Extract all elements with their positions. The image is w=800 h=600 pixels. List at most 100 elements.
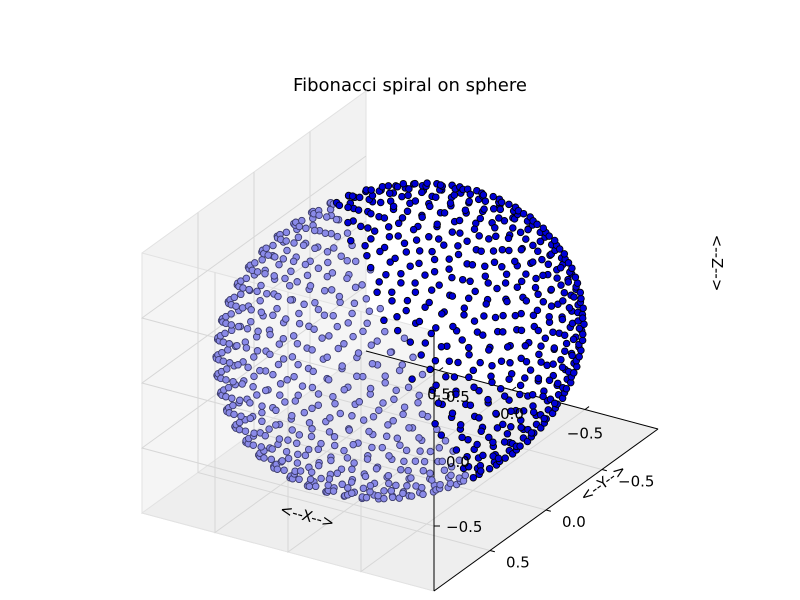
scatter-point bbox=[549, 360, 557, 368]
scatter-point bbox=[276, 380, 285, 388]
scatter-point bbox=[465, 197, 473, 206]
scatter-point bbox=[560, 331, 569, 339]
scatter-point bbox=[498, 263, 506, 271]
scatter-point bbox=[384, 223, 393, 231]
scatter-point bbox=[469, 366, 478, 375]
scatter-point bbox=[480, 312, 488, 320]
scatter-point bbox=[475, 414, 483, 422]
scatter-point bbox=[503, 430, 512, 438]
scatter-point bbox=[323, 272, 332, 281]
scatter-point bbox=[376, 247, 384, 256]
scatter-point bbox=[529, 241, 537, 250]
scatter-point bbox=[475, 232, 483, 240]
scatter-point bbox=[249, 441, 258, 449]
scatter-point bbox=[560, 250, 569, 258]
scatter-point bbox=[404, 191, 412, 200]
scatter-point bbox=[417, 351, 425, 359]
scatter-point bbox=[398, 214, 407, 222]
scatter-point bbox=[354, 206, 363, 214]
scatter-point bbox=[351, 283, 360, 292]
scatter-point bbox=[466, 401, 475, 409]
scatter-point bbox=[264, 251, 272, 259]
scatter-point bbox=[340, 446, 348, 455]
scatter-point bbox=[414, 398, 422, 407]
scatter-point bbox=[343, 274, 351, 283]
y-tick-mark bbox=[489, 550, 495, 553]
scatter-point bbox=[225, 359, 234, 367]
scatter-point bbox=[427, 329, 436, 338]
scatter-point bbox=[275, 435, 284, 443]
scatter-point bbox=[247, 317, 255, 326]
scatter-point bbox=[340, 385, 348, 394]
scatter-point bbox=[314, 390, 323, 398]
scatter-point bbox=[440, 241, 448, 249]
scatter-point bbox=[476, 358, 484, 367]
scatter-point bbox=[464, 462, 473, 471]
scatter-point bbox=[353, 372, 361, 381]
scatter-point bbox=[399, 489, 407, 498]
scatter-point bbox=[507, 423, 515, 431]
scatter-point bbox=[308, 404, 316, 413]
scatter-point bbox=[320, 311, 329, 319]
scatter-point bbox=[481, 262, 489, 271]
scatter-point bbox=[254, 327, 262, 336]
scatter-point bbox=[479, 191, 488, 199]
scatter-point bbox=[545, 232, 553, 240]
scatter-point bbox=[575, 352, 583, 361]
scatter-point bbox=[460, 311, 468, 319]
scatter-point bbox=[550, 236, 559, 245]
scatter-point bbox=[580, 320, 588, 328]
scatter-point bbox=[397, 465, 405, 474]
scatter-point bbox=[271, 253, 279, 261]
scatter-point bbox=[228, 394, 236, 403]
scatter-point bbox=[456, 421, 465, 429]
scatter-point bbox=[285, 281, 294, 290]
scatter-point bbox=[295, 319, 304, 328]
scatter-point bbox=[263, 289, 271, 298]
scatter-point bbox=[527, 429, 536, 437]
scatter-point bbox=[389, 417, 397, 425]
scatter-point bbox=[388, 297, 396, 305]
scatter-point bbox=[536, 237, 545, 246]
axis-lines bbox=[365, 331, 659, 592]
scatter-point bbox=[545, 376, 554, 385]
scatter-point bbox=[253, 268, 262, 276]
scatter-point bbox=[493, 424, 502, 432]
scatter-point bbox=[415, 391, 423, 400]
scatter-point bbox=[505, 375, 513, 383]
scatter-point bbox=[479, 331, 487, 339]
scatter-point bbox=[406, 338, 415, 346]
scatter-point bbox=[570, 369, 578, 377]
scatter-point bbox=[445, 255, 453, 263]
scatter-point bbox=[288, 426, 296, 434]
scatter-point bbox=[311, 244, 319, 253]
scatter-point bbox=[529, 402, 537, 410]
scatter-point bbox=[516, 442, 524, 450]
scatter-point bbox=[442, 372, 450, 381]
scatter-point bbox=[421, 271, 429, 279]
scatter-point bbox=[330, 433, 339, 441]
scatter-point bbox=[578, 336, 587, 345]
scatter-point bbox=[545, 312, 553, 321]
scatter-point bbox=[476, 214, 485, 223]
scatter-point bbox=[367, 209, 375, 218]
scatter-point bbox=[310, 226, 319, 235]
scatter-point bbox=[537, 358, 545, 366]
scatter-point bbox=[321, 229, 330, 237]
x-tick-mark bbox=[511, 386, 517, 391]
scatter-point bbox=[282, 228, 291, 237]
scatter-point bbox=[366, 263, 375, 272]
scatter-point bbox=[402, 306, 410, 315]
scatter-point bbox=[415, 259, 423, 268]
scatter-point bbox=[348, 192, 357, 200]
scatter-point bbox=[547, 302, 556, 310]
scatter-point bbox=[279, 355, 288, 363]
scatter-point bbox=[411, 179, 419, 188]
scatter-point bbox=[325, 332, 333, 340]
scatter-point bbox=[547, 285, 556, 294]
scatter-point bbox=[470, 225, 479, 233]
scatter-point bbox=[359, 416, 368, 424]
scatter-point bbox=[517, 354, 525, 363]
scatter-point bbox=[407, 492, 416, 500]
y-tick-mark bbox=[545, 509, 551, 512]
